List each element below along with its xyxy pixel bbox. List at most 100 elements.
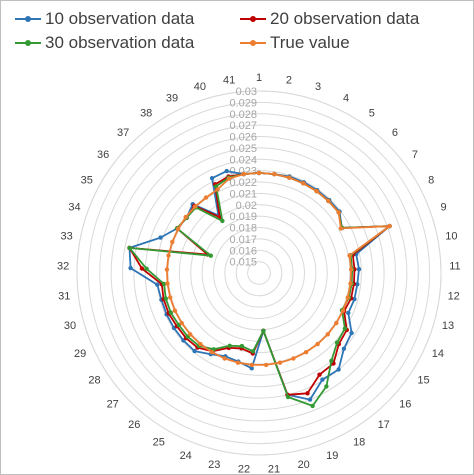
data-point xyxy=(209,350,215,355)
data-point xyxy=(324,384,329,389)
category-label: 7 xyxy=(412,149,418,161)
category-label: 10 xyxy=(445,231,457,243)
data-point xyxy=(352,297,357,302)
radial-tick-label: 0.028 xyxy=(229,109,257,121)
data-point xyxy=(334,320,339,326)
radial-tick-label: 0.02 xyxy=(236,200,257,212)
data-point xyxy=(291,356,296,361)
data-point xyxy=(226,176,232,181)
data-point xyxy=(334,340,340,345)
grid-ring xyxy=(224,238,294,308)
data-point xyxy=(315,341,320,347)
radial-tick-label: 0.019 xyxy=(229,211,257,223)
category-label: 21 xyxy=(268,463,280,474)
category-label: 36 xyxy=(97,149,109,161)
legend-label-true-value: True value xyxy=(270,33,350,52)
grid-ring xyxy=(133,147,385,399)
legend-item-20-observation: 20 observation data xyxy=(240,9,465,29)
data-point xyxy=(139,266,145,271)
data-point xyxy=(220,218,225,224)
legend-swatch-true-value xyxy=(240,37,266,49)
grid-ring xyxy=(190,204,328,342)
category-label: 28 xyxy=(88,375,100,387)
radial-tick-label: 0.026 xyxy=(229,132,257,144)
data-point xyxy=(215,187,220,192)
legend-label-30-observation: 30 observation data xyxy=(45,33,195,52)
data-point xyxy=(277,360,283,365)
legend-item-10-observation: 10 observation data xyxy=(15,9,240,29)
data-point xyxy=(250,349,256,354)
category-label: 23 xyxy=(208,459,220,471)
radial-tick-label: 0.027 xyxy=(229,120,257,132)
category-label: 1 xyxy=(256,72,262,84)
grid-ring xyxy=(144,158,374,388)
series-line xyxy=(165,171,391,366)
legend-swatch-30-observation xyxy=(15,37,41,49)
data-point xyxy=(356,267,362,272)
radial-tick-label: 0.024 xyxy=(229,154,257,166)
category-label: 32 xyxy=(57,261,69,273)
category-label: 6 xyxy=(392,127,398,139)
category-label: 40 xyxy=(194,81,206,93)
data-point xyxy=(192,348,197,354)
grid-ring xyxy=(247,261,271,285)
data-point xyxy=(355,282,360,287)
legend-swatch-10-observation xyxy=(15,13,41,25)
data-point xyxy=(168,295,173,300)
data-point xyxy=(338,226,344,231)
data-point xyxy=(305,391,310,396)
data-point xyxy=(155,282,160,287)
category-label: 3 xyxy=(315,81,321,93)
data-point xyxy=(170,239,175,245)
data-point xyxy=(326,198,331,204)
data-point xyxy=(346,310,351,316)
grid-ring xyxy=(213,227,305,319)
category-label: 27 xyxy=(107,398,119,410)
category-label: 4 xyxy=(343,92,349,104)
data-point xyxy=(128,265,133,271)
grid-ring xyxy=(178,192,340,354)
data-point xyxy=(314,188,319,194)
data-point xyxy=(239,343,245,349)
data-point xyxy=(158,235,163,240)
data-point xyxy=(249,366,254,371)
data-point xyxy=(287,175,292,180)
category-label: 35 xyxy=(81,174,93,186)
category-label: 33 xyxy=(60,231,72,243)
category-label: 31 xyxy=(58,291,70,303)
data-point xyxy=(301,181,306,186)
category-label: 38 xyxy=(140,108,152,120)
data-point xyxy=(188,332,193,337)
data-point xyxy=(345,295,350,300)
category-label: 15 xyxy=(417,375,429,387)
grid-ring xyxy=(76,90,442,456)
data-point xyxy=(272,171,277,177)
data-point xyxy=(222,356,227,361)
category-label: 13 xyxy=(442,320,454,332)
data-point xyxy=(172,308,178,313)
data-point xyxy=(127,245,132,251)
radial-tick-label: 0.016 xyxy=(229,245,257,257)
data-point xyxy=(317,372,322,377)
grid-ring-outer xyxy=(76,90,442,456)
grid-ring xyxy=(122,136,396,410)
category-label: 8 xyxy=(428,174,434,186)
data-point xyxy=(349,330,354,336)
data-point xyxy=(208,253,213,258)
grid-ring xyxy=(99,113,419,433)
data-point xyxy=(161,281,167,287)
category-label: 22 xyxy=(238,463,250,474)
data-point xyxy=(164,267,170,272)
category-label: 16 xyxy=(399,398,411,410)
category-label: 20 xyxy=(298,459,310,471)
category-label: 12 xyxy=(448,291,460,303)
category-label: 14 xyxy=(432,348,444,360)
data-point xyxy=(307,397,313,402)
data-point xyxy=(310,403,315,409)
data-point xyxy=(263,362,269,368)
data-point xyxy=(165,281,170,286)
radial-tick-label: 0.018 xyxy=(229,223,257,235)
category-label: 25 xyxy=(153,437,165,449)
data-point xyxy=(256,170,262,176)
